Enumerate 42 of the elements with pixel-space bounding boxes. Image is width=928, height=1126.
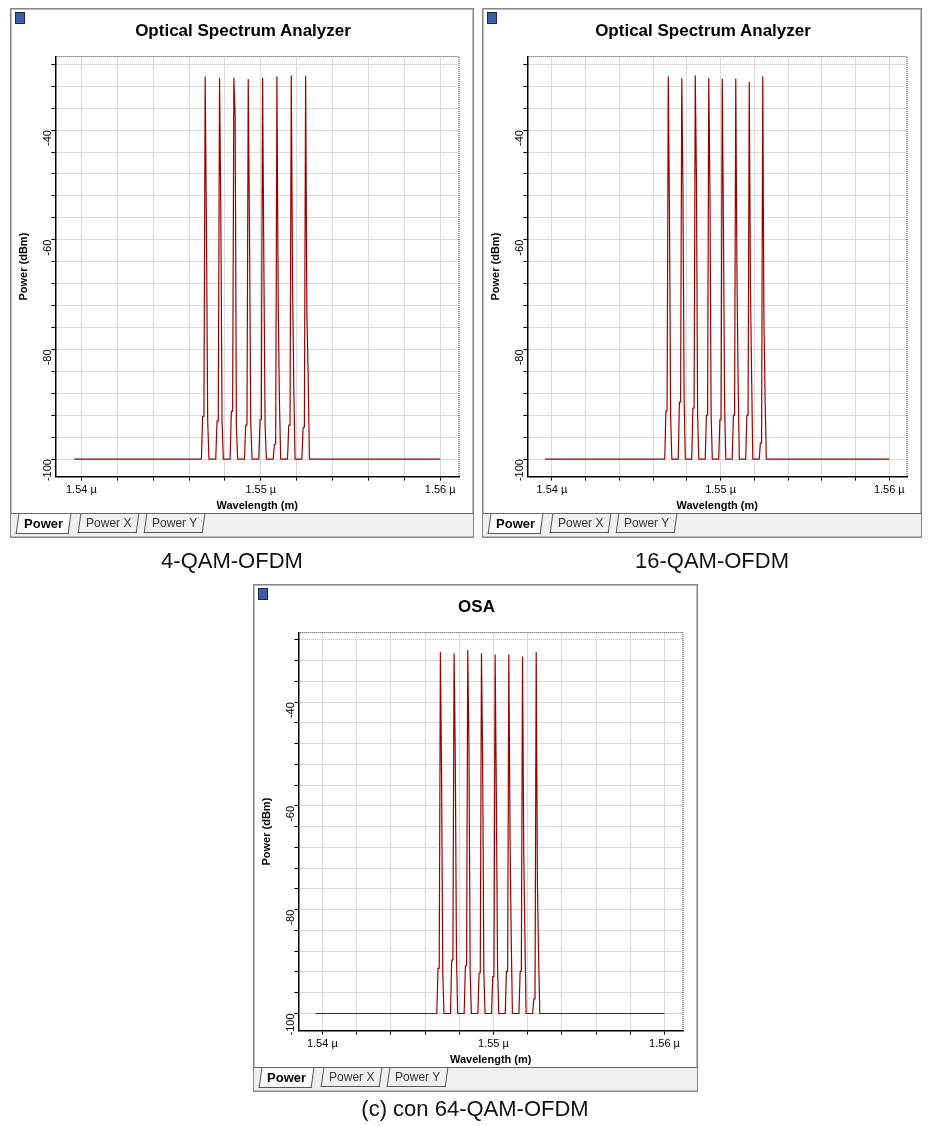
- y-tick-label: -80: [284, 909, 297, 926]
- y-tick-label: -100: [41, 459, 54, 482]
- x-axis-title: Wavelength (m): [676, 499, 759, 512]
- x-tick-label: 1.56 µ: [649, 1037, 681, 1050]
- y-axis-title: Power (dBm): [488, 232, 501, 301]
- chart-title: Optical Spectrum Analyzer: [594, 21, 812, 41]
- x-tick-label: 1.54 µ: [306, 1037, 339, 1050]
- y-tick-label: -40: [41, 130, 54, 146]
- text: Power X: [86, 516, 132, 530]
- x-tick-label: 1.55 µ: [245, 483, 277, 496]
- text: Power Y: [152, 516, 198, 530]
- y-tick-label: -60: [284, 805, 297, 822]
- x-tick-label: 1.54 µ: [66, 483, 98, 496]
- text: Power Y: [395, 1070, 441, 1084]
- x-axis-title: Wavelength (m): [216, 499, 299, 512]
- x-tick-label: 1.55 µ: [478, 1037, 510, 1050]
- text: Power Y: [624, 516, 670, 530]
- y-tick-label: -80: [41, 349, 54, 366]
- chart-title: Optical Spectrum Analyzer: [134, 21, 352, 41]
- chart-title: OSA: [457, 597, 496, 617]
- text: 16-QAM-OFDM: [634, 548, 790, 574]
- y-tick-label: -100: [513, 459, 526, 482]
- y-tick-label: -60: [41, 239, 54, 256]
- x-tick-label: 1.56 µ: [424, 483, 457, 496]
- x-axis-title: Wavelength (m): [449, 1053, 532, 1066]
- y-tick-label: -100: [284, 1013, 297, 1036]
- text: Power X: [558, 516, 604, 530]
- x-tick-label: 1.54 µ: [536, 483, 568, 496]
- text: Power: [496, 516, 536, 531]
- y-tick-label: -40: [284, 702, 297, 719]
- text: 4-QAM-OFDM: [160, 548, 304, 574]
- x-tick-label: 1.56 µ: [873, 483, 906, 496]
- y-tick-label: -60: [513, 239, 526, 256]
- text: Power: [267, 1070, 307, 1085]
- x-tick-label: 1.55 µ: [705, 483, 737, 496]
- y-tick-label: -80: [513, 349, 526, 366]
- y-tick-label: -40: [513, 130, 526, 146]
- text: Power: [24, 516, 64, 531]
- y-axis-title: Power (dBm): [259, 797, 272, 866]
- text: (c) con 64-QAM-OFDM: [360, 1096, 590, 1122]
- y-axis-title: Power (dBm): [16, 232, 29, 301]
- text: Power X: [329, 1070, 375, 1084]
